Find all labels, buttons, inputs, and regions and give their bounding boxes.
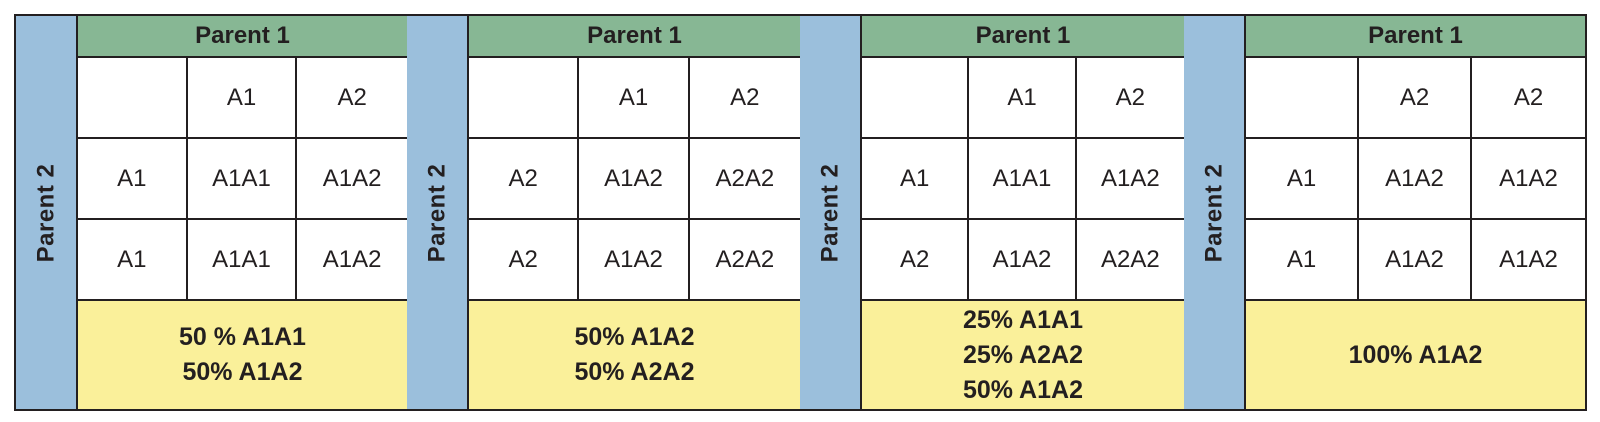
parent-2-allele: A1 — [862, 139, 970, 220]
parent-1-allele: A2 — [689, 58, 800, 139]
result-line: 25% A1A1 — [963, 305, 1083, 334]
parent-1-label: Parent 1 — [78, 16, 407, 58]
parent-2-label: Parent 2 — [800, 16, 862, 409]
result-line: 50% A1A2 — [574, 323, 695, 351]
punnett-square-1: Parent 2 Parent 1 A1 A2 A1 A1A1 A1A2 A1 … — [16, 16, 409, 409]
offspring-genotype: A1A1 — [187, 139, 298, 220]
parent-2-allele: A2 — [862, 220, 970, 301]
result-ratio: 50 % A1A1 50% A1A2 — [78, 301, 407, 409]
parent-1-allele: A2 — [1472, 58, 1585, 139]
parent-2-label: Parent 2 — [407, 16, 469, 409]
result-line: 50% A2A2 — [574, 358, 695, 386]
parent-2-allele: A1 — [1246, 139, 1359, 220]
offspring-genotype: A1A2 — [1472, 220, 1585, 301]
punnett-square-2: Parent 2 Parent 1 A1 A2 A2 A1A2 A2A2 A2 … — [407, 16, 802, 409]
offspring-genotype: A2A2 — [1076, 220, 1184, 301]
parent-2-label: Parent 2 — [16, 16, 78, 409]
parent-1-allele: A2 — [1076, 58, 1184, 139]
corner-cell — [1246, 58, 1359, 139]
offspring-genotype: A1A2 — [297, 139, 407, 220]
parent-1-allele: A1 — [579, 58, 690, 139]
corner-cell — [78, 58, 188, 139]
offspring-genotype: A1A2 — [1472, 139, 1585, 220]
parent-1-allele: A2 — [1359, 58, 1472, 139]
corner-cell — [862, 58, 970, 139]
parent-2-allele: A2 — [469, 139, 580, 220]
offspring-genotype: A1A2 — [969, 220, 1077, 301]
offspring-genotype: A1A2 — [1076, 139, 1184, 220]
parent-1-allele: A1 — [187, 58, 298, 139]
result-line: 25% A2A2 — [963, 340, 1083, 369]
result-ratio: 50% A1A2 50% A2A2 — [469, 301, 800, 409]
result-line: 50% A1A2 — [963, 375, 1083, 404]
result-line: 50 % A1A1 — [179, 323, 306, 351]
offspring-genotype: A1A2 — [579, 220, 690, 301]
offspring-genotype: A2A2 — [689, 220, 800, 301]
parent-2-label: Parent 2 — [1184, 16, 1246, 409]
parent-1-label: Parent 1 — [862, 16, 1184, 58]
offspring-genotype: A1A2 — [1359, 220, 1472, 301]
offspring-genotype: A1A1 — [969, 139, 1077, 220]
parent-2-allele: A2 — [469, 220, 580, 301]
corner-cell — [469, 58, 580, 139]
result-line: 100% A1A2 — [1348, 340, 1483, 369]
offspring-genotype: A2A2 — [689, 139, 800, 220]
punnett-square-board: Parent 2 Parent 1 A1 A2 A1 A1A1 A1A2 A1 … — [14, 14, 1587, 411]
parent-2-allele: A1 — [78, 139, 188, 220]
result-line: 50% A1A2 — [182, 358, 303, 386]
offspring-genotype: A1A1 — [187, 220, 298, 301]
punnett-square-3: Parent 2 Parent 1 A1 A2 A1 A1A1 A1A2 A2 … — [800, 16, 1186, 409]
parent-1-allele: A2 — [297, 58, 407, 139]
offspring-genotype: A1A2 — [579, 139, 690, 220]
offspring-genotype: A1A2 — [297, 220, 407, 301]
result-ratio: 100% A1A2 — [1246, 301, 1585, 409]
parent-1-label: Parent 1 — [469, 16, 800, 58]
parent-1-label: Parent 1 — [1246, 16, 1585, 58]
parent-2-allele: A1 — [1246, 220, 1359, 301]
result-ratio: 25% A1A1 25% A2A2 50% A1A2 — [862, 301, 1184, 409]
parent-2-allele: A1 — [78, 220, 188, 301]
parent-1-allele: A1 — [969, 58, 1077, 139]
offspring-genotype: A1A2 — [1359, 139, 1472, 220]
punnett-square-4: Parent 2 Parent 1 A2 A2 A1 A1A2 A1A2 A1 … — [1184, 16, 1585, 409]
